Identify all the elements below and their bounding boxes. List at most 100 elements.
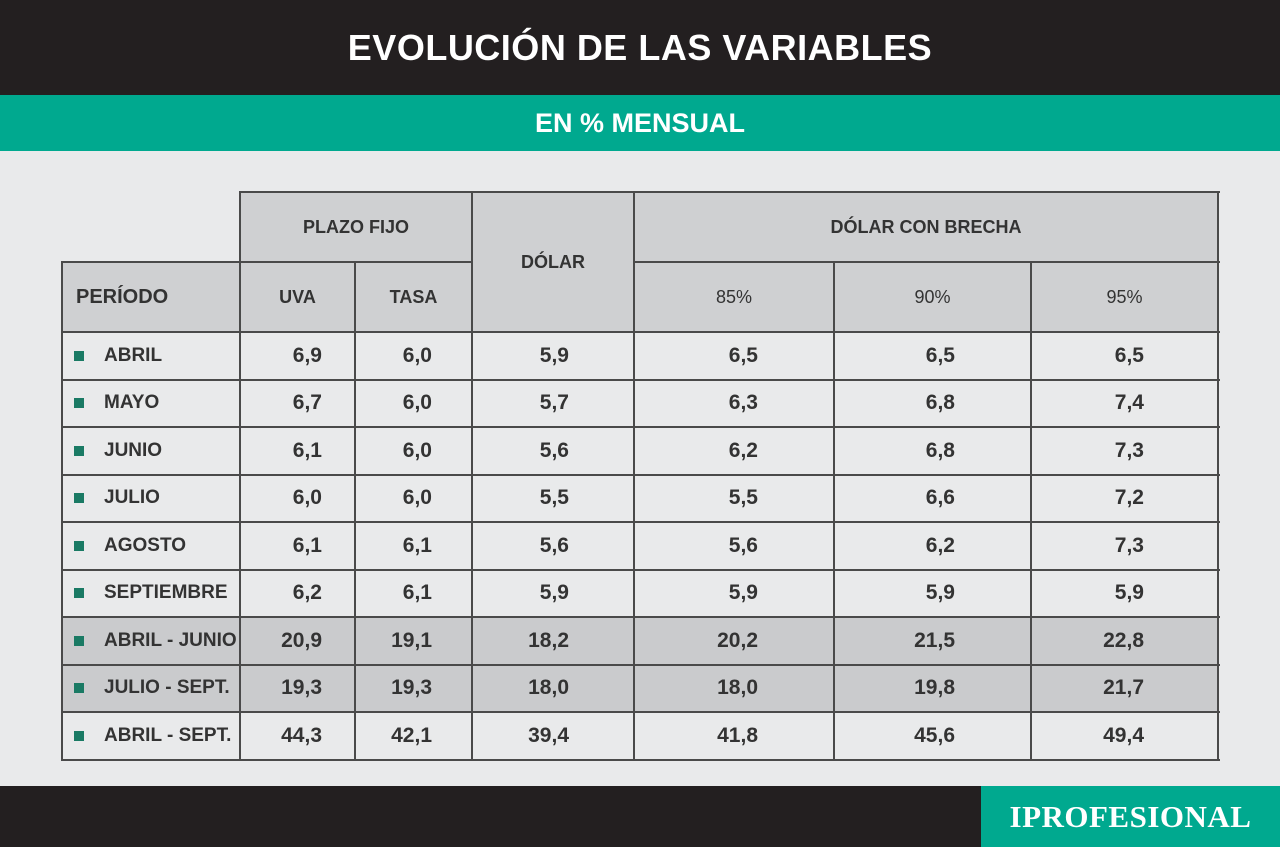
bullet-icon [74, 683, 84, 694]
value-cell-tasa: 6,0 [355, 332, 472, 380]
header-uva: UVA [240, 262, 355, 332]
bullet-icon [74, 635, 84, 646]
value-cell-b85: 41,8 [634, 712, 834, 760]
iprofesional-logo: IPROFESIONAL [981, 786, 1280, 847]
value-cell-dolar: 5,6 [472, 427, 634, 475]
value-cell-b95: 7,4 [1031, 379, 1218, 427]
row-label: JULIO - SEPT. [62, 664, 240, 712]
grid-line [61, 616, 1220, 618]
period-name: ABRIL - SEPT. [104, 724, 232, 746]
value-cell-tasa: 6,1 [355, 569, 472, 617]
bullet-icon [74, 493, 84, 504]
grid-line [61, 569, 1220, 571]
grid-line [239, 261, 473, 263]
grid-line [239, 191, 241, 761]
header-plazo-fijo: PLAZO FIJO [240, 192, 472, 262]
row-label: SEPTIEMBRE [62, 569, 240, 617]
grid-line [61, 331, 1220, 333]
value-cell-uva: 6,1 [240, 522, 355, 570]
row-label: JUNIO [62, 427, 240, 475]
header-brecha-95: 95% [1031, 262, 1218, 332]
grid-line [61, 379, 1220, 381]
value-cell-dolar: 18,0 [472, 664, 634, 712]
grid-line [61, 261, 63, 761]
bullet-icon [74, 540, 84, 551]
row-label: ABRIL - SEPT. [62, 712, 240, 760]
value-cell-tasa: 19,1 [355, 617, 472, 665]
value-cell-tasa: 6,0 [355, 427, 472, 475]
value-cell-tasa: 19,3 [355, 664, 472, 712]
header-brecha-85: 85% [634, 262, 834, 332]
period-name: JUNIO [104, 439, 163, 461]
grid-line [833, 261, 835, 761]
value-cell-uva: 19,3 [240, 664, 355, 712]
period-name: SEPTIEMBRE [104, 582, 228, 604]
value-cell-b85: 5,9 [634, 569, 834, 617]
grid-line [61, 711, 1220, 713]
value-cell-tasa: 6,1 [355, 522, 472, 570]
row-label: JULIO [62, 474, 240, 522]
period-name: ABRIL - JUNIO [104, 629, 237, 651]
bullet-icon [74, 445, 84, 456]
value-cell-dolar: 5,7 [472, 379, 634, 427]
header-dolar: DÓLAR [472, 192, 634, 332]
value-cell-b90: 5,9 [834, 569, 1031, 617]
value-cell-dolar: 18,2 [472, 617, 634, 665]
value-cell-b90: 6,8 [834, 427, 1031, 475]
value-cell-tasa: 6,0 [355, 379, 472, 427]
grid-line [1030, 261, 1032, 761]
bullet-icon [74, 730, 84, 741]
title-bar: EVOLUCIÓN DE LAS VARIABLES [0, 0, 1280, 95]
value-cell-uva: 6,0 [240, 474, 355, 522]
value-cell-dolar: 5,9 [472, 569, 634, 617]
subtitle-bar: EN % MENSUAL [0, 95, 1280, 151]
value-cell-dolar: 5,6 [472, 522, 634, 570]
value-cell-b85: 20,2 [634, 617, 834, 665]
value-cell-b95: 6,5 [1031, 332, 1218, 380]
period-name: JULIO - SEPT. [104, 677, 230, 699]
row-label: ABRIL [62, 332, 240, 380]
value-cell-uva: 44,3 [240, 712, 355, 760]
value-cell-b90: 6,8 [834, 379, 1031, 427]
value-cell-uva: 6,9 [240, 332, 355, 380]
value-cell-uva: 6,1 [240, 427, 355, 475]
grid-line [61, 664, 1220, 666]
value-cell-b90: 21,5 [834, 617, 1031, 665]
grid-line [633, 191, 635, 761]
grid-line [61, 474, 1220, 476]
value-cell-b85: 5,5 [634, 474, 834, 522]
page-subtitle: EN % MENSUAL [534, 107, 745, 138]
value-cell-b95: 5,9 [1031, 569, 1218, 617]
value-cell-b90: 6,5 [834, 332, 1031, 380]
value-cell-b95: 49,4 [1031, 712, 1218, 760]
value-cell-b90: 19,8 [834, 664, 1031, 712]
header-tasa: TASA [355, 262, 472, 332]
value-cell-dolar: 5,5 [472, 474, 634, 522]
grid-line [61, 261, 241, 263]
grid-line [471, 191, 473, 761]
bullet-icon [74, 350, 84, 361]
grid-line [354, 261, 356, 761]
bullet-icon [74, 398, 84, 409]
period-name: MAYO [104, 392, 160, 414]
grid-line [61, 426, 1220, 428]
value-cell-b85: 5,6 [634, 522, 834, 570]
value-cell-uva: 6,2 [240, 569, 355, 617]
value-cell-b95: 7,2 [1031, 474, 1218, 522]
value-cell-dolar: 39,4 [472, 712, 634, 760]
value-cell-tasa: 6,0 [355, 474, 472, 522]
value-cell-b90: 45,6 [834, 712, 1031, 760]
header-brecha-90: 90% [834, 262, 1031, 332]
value-cell-b90: 6,6 [834, 474, 1031, 522]
bullet-icon [74, 588, 84, 599]
value-cell-b90: 6,2 [834, 522, 1031, 570]
value-cell-b95: 21,7 [1031, 664, 1218, 712]
value-cell-b85: 6,5 [634, 332, 834, 380]
period-name: AGOSTO [104, 534, 186, 556]
value-cell-uva: 6,7 [240, 379, 355, 427]
value-cell-b85: 18,0 [634, 664, 834, 712]
header-periodo: PERÍODO [62, 262, 240, 332]
value-cell-uva: 20,9 [240, 617, 355, 665]
grid-line [61, 521, 1220, 523]
period-name: JULIO [104, 487, 160, 509]
